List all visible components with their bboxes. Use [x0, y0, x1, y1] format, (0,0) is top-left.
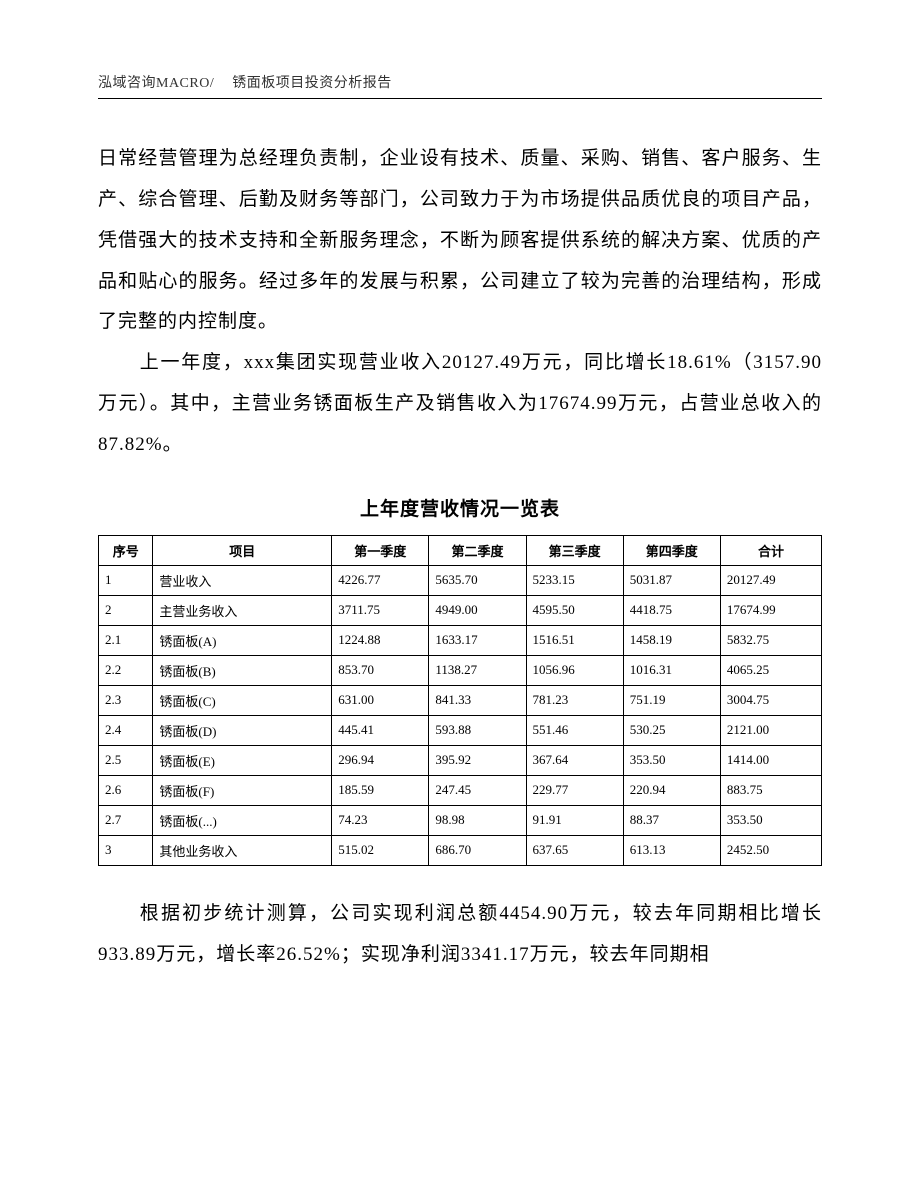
col-q4: 第四季度 [623, 535, 720, 565]
table-row: 2.2锈面板(B)853.701138.271056.961016.314065… [99, 655, 822, 685]
document-page: 泓域咨询MACRO/锈面板项目投资分析报告 日常经营管理为总经理负责制，企业设有… [0, 0, 920, 1047]
paragraph-1: 日常经营管理为总经理负责制，企业设有技术、质量、采购、销售、客户服务、生产、综合… [98, 139, 822, 343]
table-row: 2.6锈面板(F)185.59247.45229.77220.94883.75 [99, 775, 822, 805]
table-row: 1营业收入4226.775635.705233.155031.8720127.4… [99, 565, 822, 595]
header-right: 锈面板项目投资分析报告 [232, 76, 392, 91]
table-header-row: 序号 项目 第一季度 第二季度 第三季度 第四季度 合计 [99, 535, 822, 565]
table-row: 2.7锈面板(...)74.2398.9891.9188.37353.50 [99, 805, 822, 835]
table-body: 1营业收入4226.775635.705233.155031.8720127.4… [99, 565, 822, 865]
col-q1: 第一季度 [332, 535, 429, 565]
col-q2: 第二季度 [429, 535, 526, 565]
col-seq: 序号 [99, 535, 153, 565]
table-row: 2主营业务收入3711.754949.004595.504418.7517674… [99, 595, 822, 625]
table-row: 2.3锈面板(C)631.00841.33781.23751.193004.75 [99, 685, 822, 715]
table-row: 3其他业务收入515.02686.70637.65613.132452.50 [99, 835, 822, 865]
table-row: 2.1锈面板(A)1224.881633.171516.511458.19583… [99, 625, 822, 655]
table-title: 上年度营收情况一览表 [98, 494, 822, 521]
table-row: 2.4锈面板(D)445.41593.88551.46530.252121.00 [99, 715, 822, 745]
paragraph-2: 上一年度，xxx集团实现营业收入20127.49万元，同比增长18.61%（31… [98, 343, 822, 466]
col-q3: 第三季度 [526, 535, 623, 565]
paragraph-3: 根据初步统计测算，公司实现利润总额4454.90万元，较去年同期相比增长933.… [98, 894, 822, 976]
header-divider [98, 98, 822, 99]
page-header: 泓域咨询MACRO/锈面板项目投资分析报告 [98, 72, 822, 92]
revenue-table: 序号 项目 第一季度 第二季度 第三季度 第四季度 合计 1营业收入4226.7… [98, 535, 822, 866]
table-row: 2.5锈面板(E)296.94395.92367.64353.501414.00 [99, 745, 822, 775]
col-item: 项目 [153, 535, 332, 565]
col-total: 合计 [720, 535, 821, 565]
header-left: 泓域咨询MACRO/ [98, 76, 214, 91]
